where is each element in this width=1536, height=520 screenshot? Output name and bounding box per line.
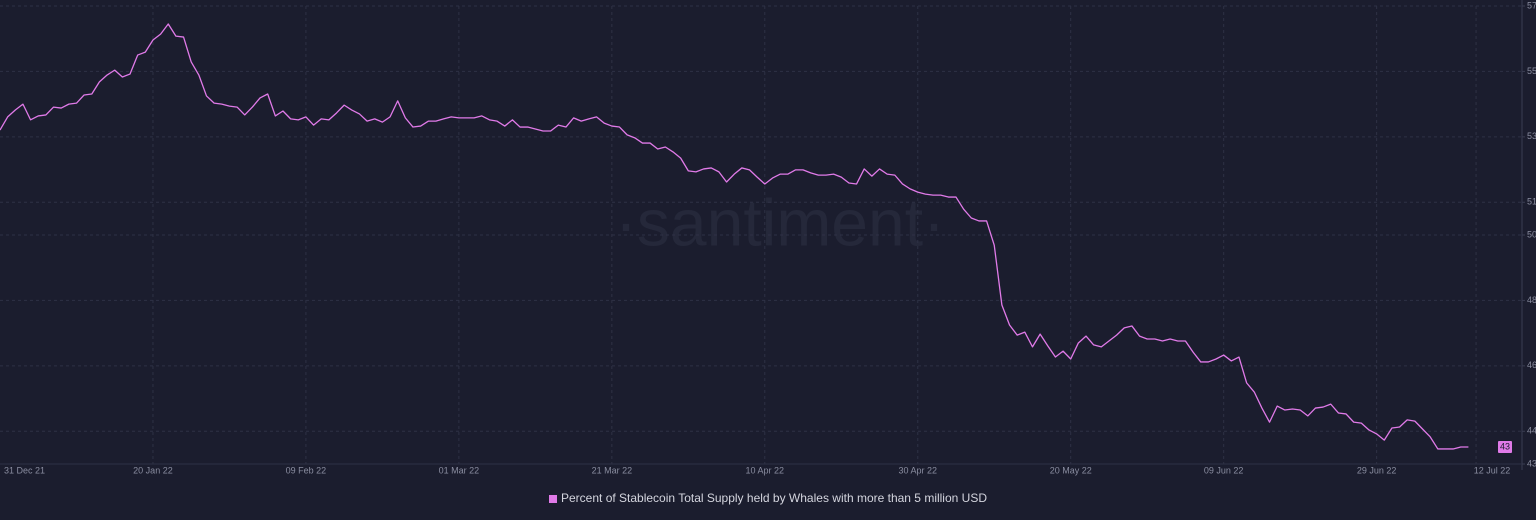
x-tick-label: 09 Feb 22: [286, 465, 327, 475]
line: [0, 23, 1469, 450]
y-tick-label: 55: [1527, 66, 1536, 76]
y-tick-label: 44: [1527, 426, 1536, 436]
y-tick-label: 50: [1527, 229, 1536, 239]
legend-swatch: [549, 495, 557, 503]
x-tick-label: 30 Apr 22: [898, 465, 937, 475]
y-tick-label: 43: [1527, 458, 1536, 468]
y-tick-label: 51: [1527, 197, 1536, 207]
x-tick-label: 20 May 22: [1050, 465, 1092, 475]
last-value-label: 43: [1500, 441, 1510, 451]
last-value-badge: [1498, 440, 1512, 453]
x-tick-label: 12 Jul 22: [1474, 465, 1511, 475]
y-tick-label: 57: [1527, 0, 1536, 10]
y-tick-label: 53: [1527, 131, 1536, 141]
x-tick-label: 21 Mar 22: [592, 465, 633, 475]
x-tick-label: 09 Jun 22: [1204, 465, 1244, 475]
x-tick-label: 20 Jan 22: [133, 465, 173, 475]
x-tick-label: 01 Mar 22: [439, 465, 480, 475]
y-tick-label: 46: [1527, 360, 1536, 370]
legend-item: Percent of Stablecoin Total Supply held …: [549, 491, 987, 505]
x-tick-label: 29 Jun 22: [1357, 465, 1397, 475]
x-tick-label: 31 Dec 21: [4, 465, 45, 475]
x-tick-label: 10 Apr 22: [746, 465, 785, 475]
watermark: ·santiment·: [615, 185, 945, 259]
y-tick-label: 48: [1527, 295, 1536, 305]
legend-label: Percent of Stablecoin Total Supply held …: [561, 491, 987, 505]
